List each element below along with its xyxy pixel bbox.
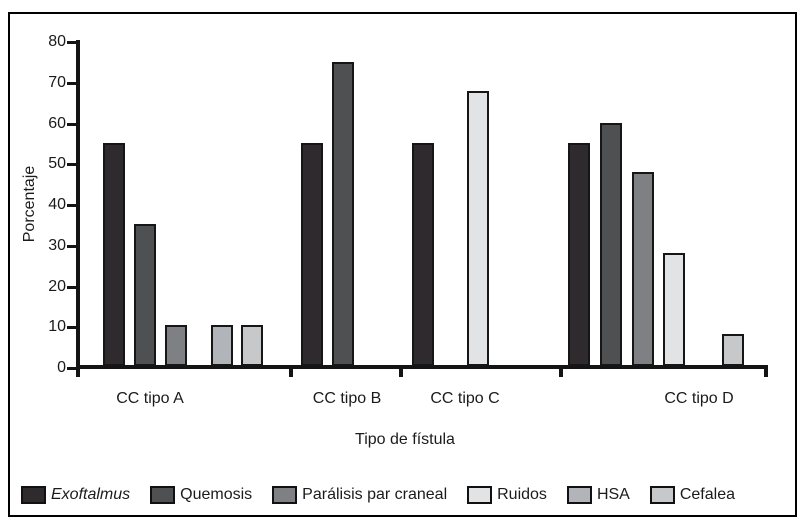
legend: Exoftalmus Quemosis Parálisis par craneal R… (21, 483, 735, 507)
y-tick-label: 20 (48, 277, 66, 295)
legend-item: Cefalea (649, 486, 735, 504)
y-tick-label: 30 (48, 236, 66, 254)
category-label: CC tipo B (312, 390, 382, 407)
legend-item: Ruidos (467, 486, 547, 504)
y-tick-mark (67, 204, 77, 207)
legend-swatch (21, 486, 46, 504)
y-tick-label: 80 (48, 33, 66, 50)
bar-cefalea-cc-tipo-d (722, 334, 744, 366)
y-tick-label: 0 (57, 359, 66, 376)
y-tick-mark (67, 285, 77, 289)
category-label: CC tipo D (664, 390, 734, 407)
legend-swatch (150, 486, 176, 504)
legend-label: Parálisis par craneal (302, 486, 448, 503)
bar-quemosis-cc-tipo-a (134, 224, 156, 366)
y-tick-mark (67, 326, 77, 330)
legend-item: Quemosis (150, 486, 252, 504)
bar-ruidos-cc-tipo-d (663, 253, 685, 366)
y-tick-mark (67, 122, 77, 126)
bar-quemosis-cc-tipo-d (600, 123, 622, 366)
y-axis-line (76, 40, 80, 369)
y-tick-label: 40 (48, 196, 66, 213)
y-tick-mark (67, 244, 77, 248)
legend-label: Cefalea (679, 486, 735, 503)
legend-swatch (467, 486, 493, 504)
category-label: CC tipo A (116, 390, 184, 407)
bar-par-lisis-par-craneal-cc-tipo-a (165, 325, 187, 366)
x-axis-title: Tipo de fístula (355, 431, 455, 448)
y-tick-mark (67, 367, 77, 370)
legend-swatch (272, 486, 298, 504)
legend-label: Quemosis (180, 486, 253, 503)
y-tick-mark (67, 81, 77, 85)
bar-exoftalmus-cc-tipo-a (103, 143, 125, 366)
x-tick-mark (289, 369, 293, 377)
legend-swatch (649, 486, 675, 504)
x-tick-mark (76, 369, 80, 377)
legend-label: Ruidos (497, 486, 547, 503)
bar-exoftalmus-cc-tipo-d (568, 143, 590, 366)
x-tick-mark (559, 369, 563, 377)
x-tick-mark (399, 369, 403, 377)
bar-exoftalmus-cc-tipo-b (301, 143, 323, 366)
bar-hsa-cc-tipo-a (211, 325, 233, 366)
x-axis-line (76, 365, 768, 369)
y-tick-label: 70 (48, 73, 66, 91)
y-tick-label: 50 (48, 155, 66, 173)
legend-label: HSA (596, 486, 630, 503)
y-tick-label: 60 (48, 114, 66, 132)
legend-swatch (566, 486, 592, 504)
bar-quemosis-cc-tipo-b (332, 62, 354, 366)
y-tick-mark (67, 41, 77, 44)
y-tick-label: 10 (48, 318, 66, 336)
x-tick-mark (764, 369, 768, 377)
legend-item: Exoftalmus (21, 486, 130, 504)
bar-exoftalmus-cc-tipo-c (412, 143, 434, 366)
bar-ruidos-cc-tipo-c (467, 91, 489, 366)
legend-item: HSA (566, 486, 630, 504)
category-label: CC tipo C (430, 390, 500, 407)
legend-label: Exoftalmus (51, 486, 131, 503)
legend-item: Parálisis par craneal (272, 486, 447, 504)
bar-cefalea-cc-tipo-a (241, 325, 263, 366)
y-tick-mark (67, 163, 77, 167)
bar-par-lisis-par-craneal-cc-tipo-d (632, 172, 654, 366)
